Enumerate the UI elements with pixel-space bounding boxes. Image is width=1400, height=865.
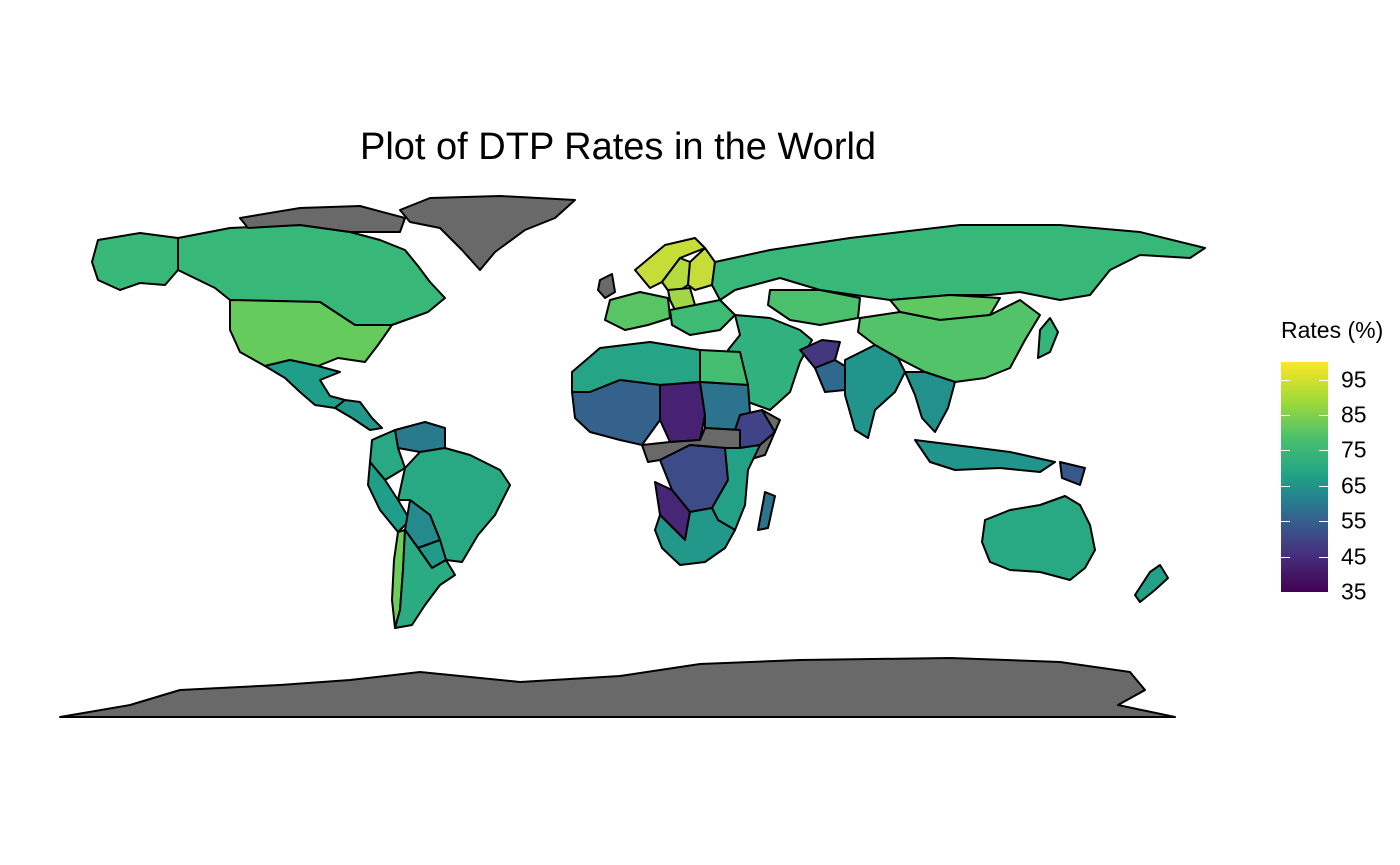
legend-colorbar <box>1281 362 1328 592</box>
region-papua-new-guinea[interactable] <box>1059 461 1086 486</box>
region-kazakhstan[interactable] <box>767 289 861 326</box>
region-southeast-asia[interactable] <box>904 371 956 433</box>
region-west-africa[interactable] <box>571 379 661 446</box>
world-map <box>59 195 1206 718</box>
region-eastern-europe[interactable] <box>669 299 736 336</box>
region-madagascar[interactable] <box>757 491 776 531</box>
region-argentina[interactable] <box>394 529 456 629</box>
region-southern-africa[interactable] <box>654 507 736 566</box>
region-norway[interactable] <box>634 237 706 289</box>
region-venezuela[interactable] <box>394 421 446 453</box>
region-japan[interactable] <box>1037 317 1059 359</box>
region-central-america[interactable] <box>334 399 383 431</box>
region-alaska[interactable] <box>91 232 179 291</box>
legend-tick-label: 75 <box>1341 436 1367 463</box>
region-finland[interactable] <box>687 247 716 291</box>
legend-tick-label: 85 <box>1341 401 1367 428</box>
region-russia[interactable] <box>711 224 1206 301</box>
region-egypt[interactable] <box>699 349 749 386</box>
region-australia[interactable] <box>981 495 1096 581</box>
region-antarctica[interactable] <box>59 657 1176 718</box>
region-canadian-arctic[interactable] <box>239 205 406 233</box>
region-western-europe[interactable] <box>604 291 671 331</box>
chart-title: Plot of DTP Rates in the World <box>360 126 877 168</box>
legend-tick-label: 35 <box>1341 578 1367 605</box>
region-united-states[interactable] <box>229 299 393 367</box>
region-united-kingdom[interactable] <box>597 273 616 299</box>
region-chad[interactable] <box>659 381 706 443</box>
region-india[interactable] <box>844 344 906 439</box>
region-greenland[interactable] <box>399 195 576 271</box>
region-peru[interactable] <box>367 461 411 533</box>
legend-tick-label: 45 <box>1341 543 1367 570</box>
legend-tick-label: 55 <box>1341 507 1367 534</box>
region-new-zealand[interactable] <box>1134 564 1169 603</box>
legend-tick-label: 95 <box>1341 366 1367 393</box>
legend-title: Rates (%) <box>1281 317 1384 343</box>
region-indonesia[interactable] <box>914 439 1056 473</box>
region-mexico[interactable] <box>264 359 346 409</box>
legend-tick-label: 65 <box>1341 472 1367 499</box>
region-east-africa[interactable] <box>711 444 761 531</box>
